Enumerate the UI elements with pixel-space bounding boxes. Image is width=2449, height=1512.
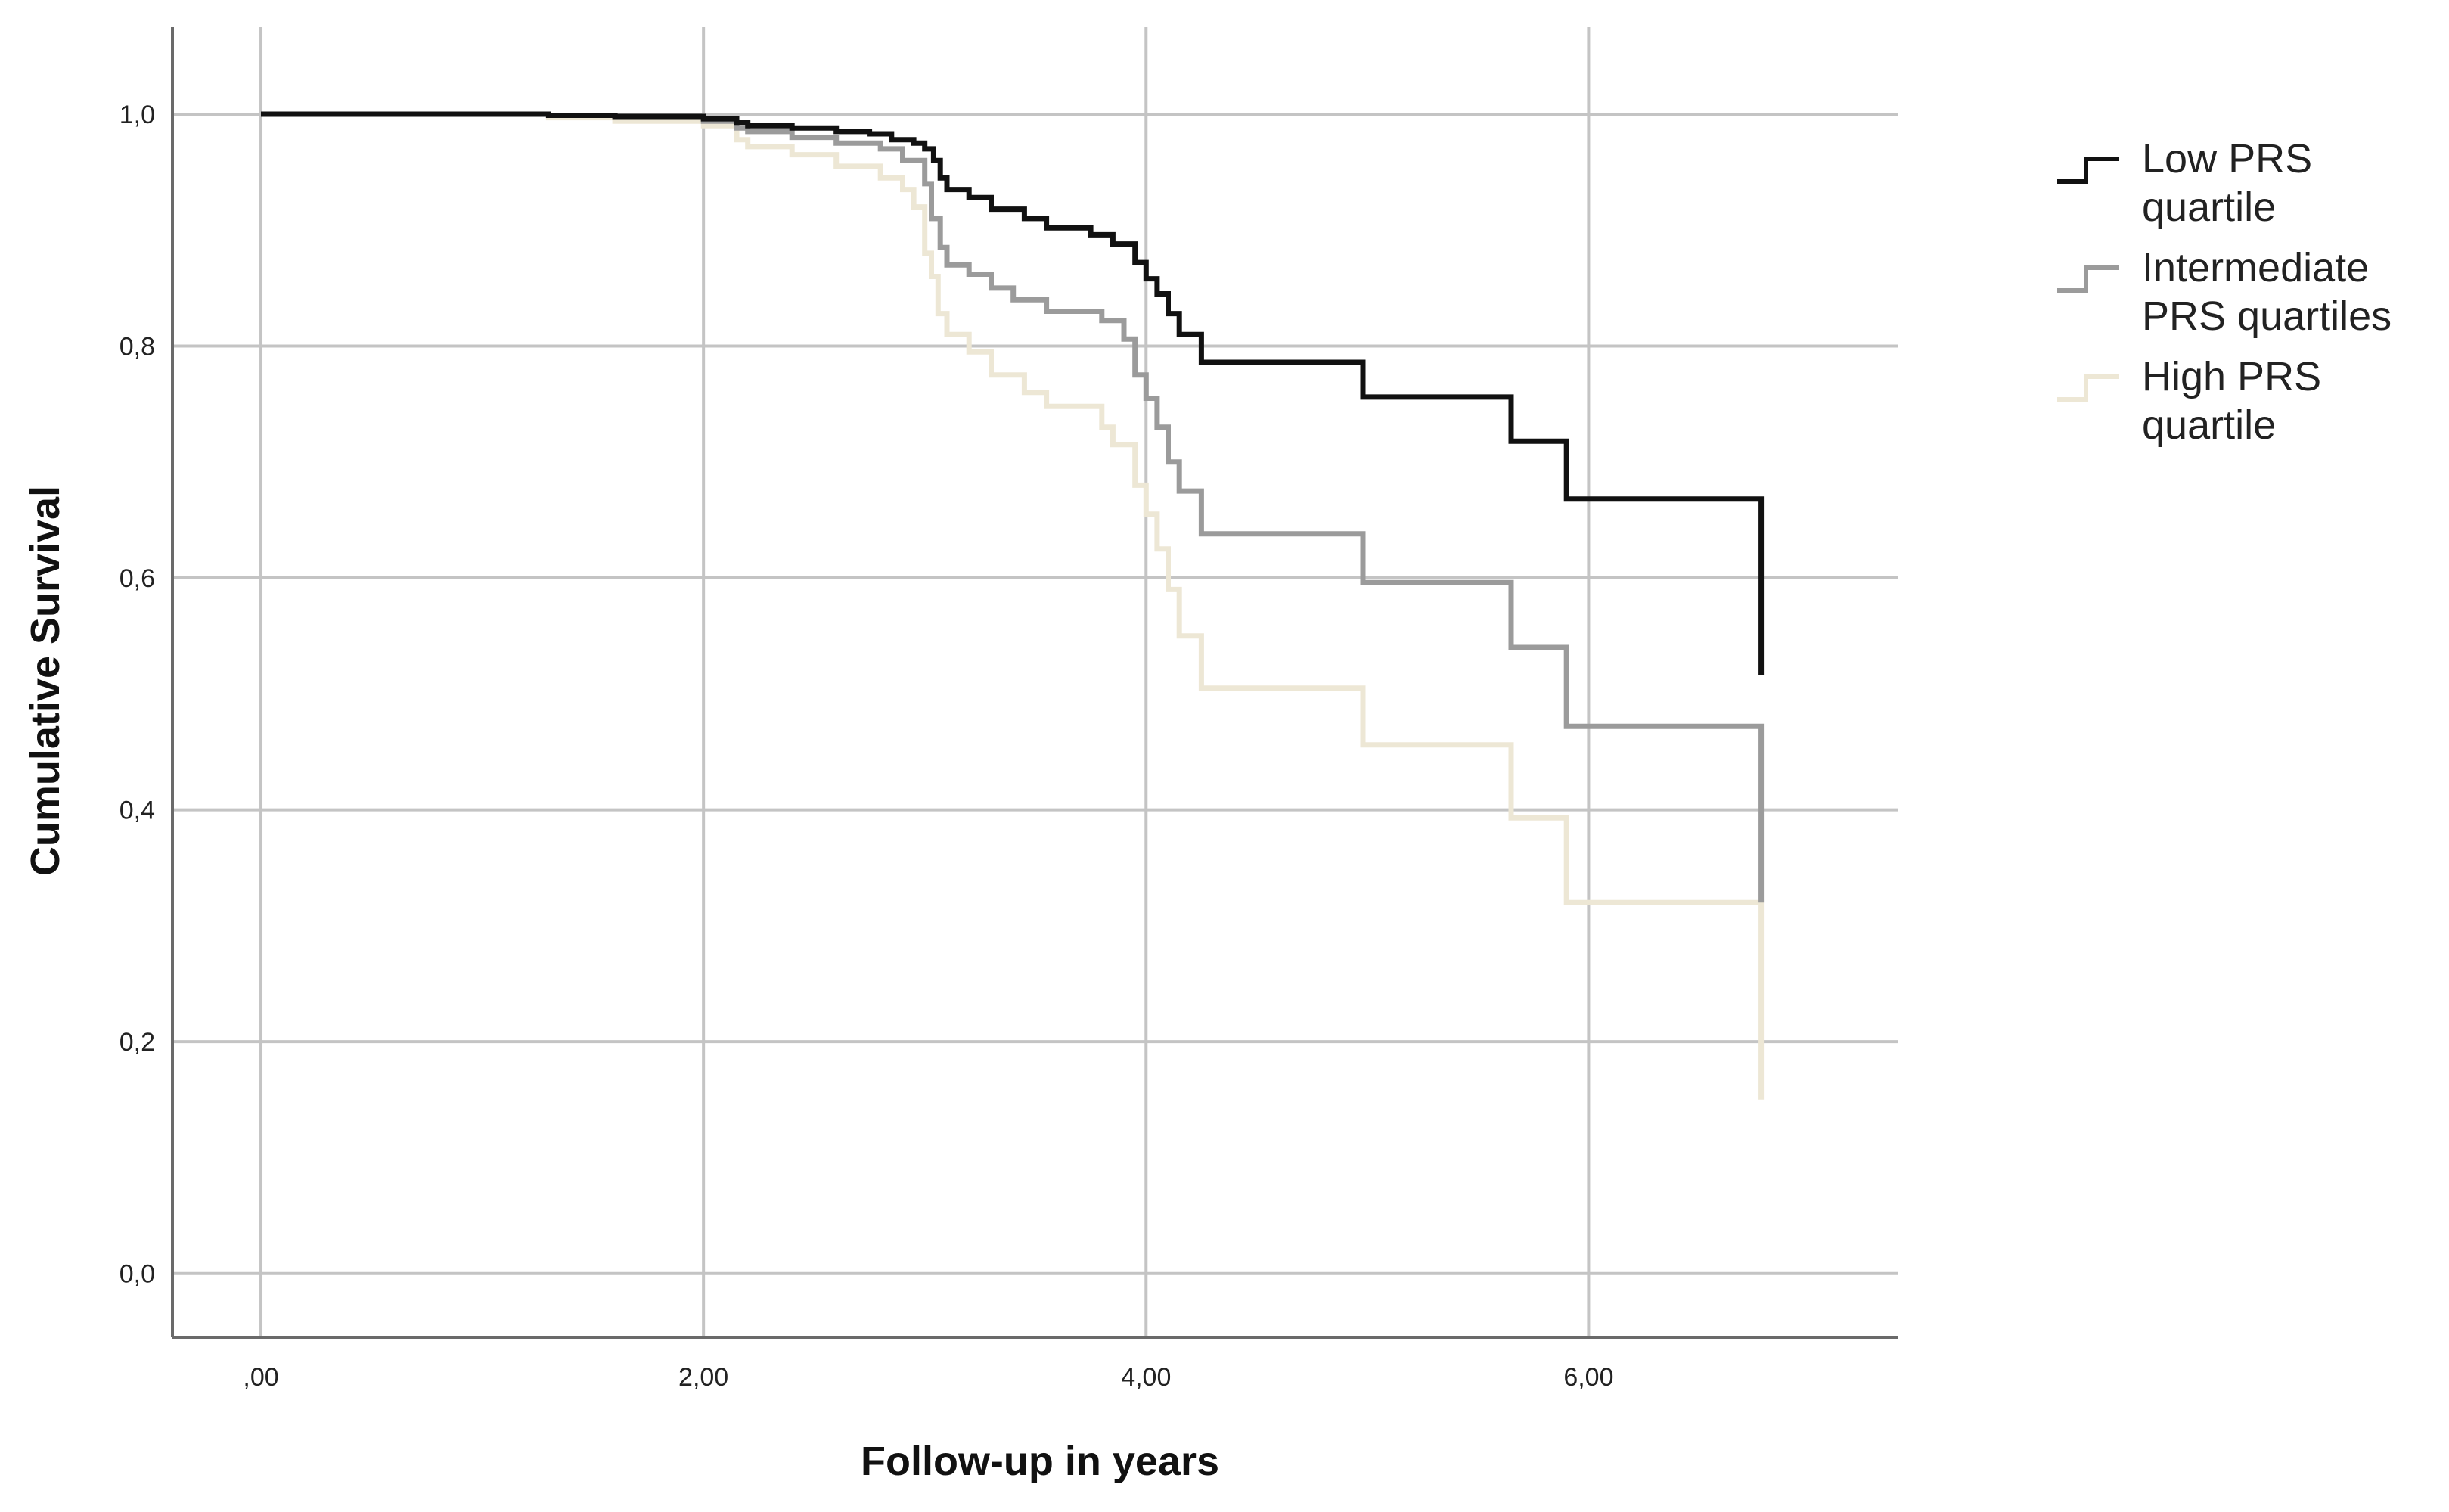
series-line-2 xyxy=(261,111,1765,1100)
y-tick-label: 0,0 xyxy=(120,1260,155,1289)
legend-label-2: quartile xyxy=(2142,402,2276,448)
series-lines xyxy=(261,111,1765,1100)
x-tick-label: 4,00 xyxy=(1121,1363,1171,1392)
legend-swatch-0 xyxy=(2057,157,2119,184)
legend-swatch-2 xyxy=(2057,374,2119,402)
y-tick-label: 0,4 xyxy=(120,796,155,825)
y-tick-label: 0,6 xyxy=(120,564,155,593)
tick-labels: 0,0 0,2 0,4 0,6 0,8 1,0 ,00 2,00 4,00 6,00 xyxy=(120,101,1614,1392)
y-tick-label: 1,0 xyxy=(120,101,155,129)
x-axis-title: Follow-up in years xyxy=(861,1439,1219,1484)
x-tick-label: ,00 xyxy=(243,1363,278,1392)
axes xyxy=(171,27,1898,1339)
x-tick-label: 2,00 xyxy=(678,1363,728,1392)
series-line-1 xyxy=(261,111,1765,903)
series-line-0 xyxy=(261,111,1765,675)
legend-label-2: High PRS xyxy=(2142,354,2321,399)
legend-label-1: Intermediate xyxy=(2142,245,2369,290)
y-axis-title: Cumulative Survival xyxy=(23,486,68,876)
legend-label-0: Low PRS xyxy=(2142,136,2312,182)
y-tick-label: 0,8 xyxy=(120,333,155,362)
y-tick-label: 0,2 xyxy=(120,1028,155,1057)
x-tick-label: 6,00 xyxy=(1563,1363,1613,1392)
legend-label-1: PRS quartiles xyxy=(2142,293,2392,339)
legend-label-0: quartile xyxy=(2142,185,2276,230)
legend-swatch-1 xyxy=(2057,265,2119,293)
